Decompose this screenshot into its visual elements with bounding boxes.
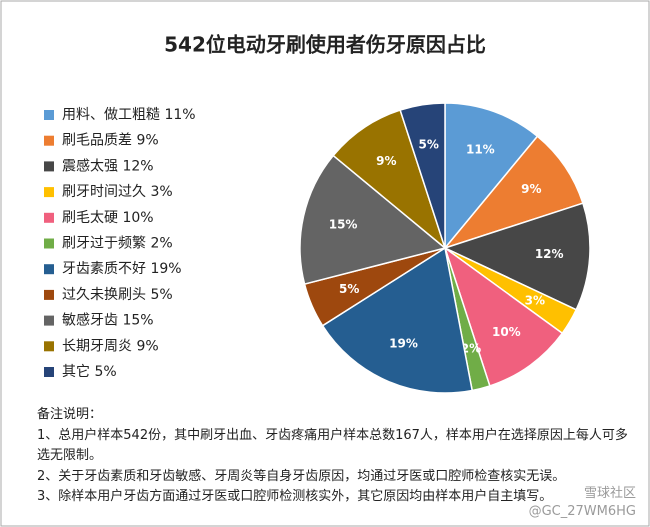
slice-label: 19%	[389, 336, 418, 350]
slice-label: 12%	[535, 247, 564, 261]
legend-swatch	[44, 367, 54, 377]
legend-swatch	[44, 187, 54, 198]
legend-swatch	[44, 315, 54, 326]
watermark-text: 雪球社区	[583, 486, 636, 501]
notes-heading: 备注说明：	[37, 407, 103, 422]
legend-swatch	[44, 110, 54, 120]
pie-slice	[321, 246, 474, 394]
legend-label: 长期牙周炎 9%	[62, 338, 159, 354]
note-line: 1、总用户样本542份，其中刷牙出血、牙齿疼痛用户样本总数167人，样本用户在选…	[37, 427, 628, 464]
legend-value: 2%	[150, 236, 172, 252]
slice-label: 5%	[339, 282, 359, 296]
legend-label: 刷毛品质差 9%	[62, 133, 159, 149]
legend-label: 刷毛太硬 10%	[62, 210, 154, 226]
legend-category: 刷毛太硬	[62, 210, 118, 226]
legend-label: 过久未换刷头 5%	[62, 286, 173, 303]
legend-label: 用料、做工粗糙 11%	[62, 107, 196, 123]
legend-category: 过久未换刷头	[62, 286, 146, 303]
pie-slice	[442, 135, 584, 250]
legend-value: 9%	[136, 338, 158, 354]
legend-category: 其它	[62, 363, 90, 380]
slice-label: 11%	[466, 142, 495, 156]
slice-label: 5%	[418, 137, 438, 151]
pie-slice	[443, 246, 564, 387]
legend-value: 11%	[164, 107, 195, 123]
legend-value: 5%	[150, 287, 172, 303]
legend-value: 3%	[150, 184, 172, 200]
legend-value: 15%	[122, 313, 153, 329]
legend-category: 敏感牙齿	[62, 312, 118, 329]
legend-label: 震感太强 12%	[62, 157, 154, 174]
slice-label: 3%	[525, 294, 545, 308]
legend-value: 5%	[94, 364, 116, 380]
legend-swatch	[44, 161, 54, 172]
legend-swatch	[44, 289, 54, 300]
legend-category: 刷牙过于频繁	[62, 236, 146, 252]
legend-swatch	[44, 264, 54, 275]
legend-value: 12%	[122, 158, 153, 174]
note-line: 3、除样本用户牙齿方面通过牙医或口腔师检测核实外，其它原因均由样本用户自主填写。	[37, 489, 553, 504]
pie-slice	[442, 202, 591, 311]
slice-label: 15%	[329, 218, 358, 232]
slice-label: 9%	[521, 182, 541, 196]
watermark: 雪球社区 @GC_27WM6HG	[529, 485, 636, 521]
legend-value: 19%	[150, 261, 181, 277]
legend-category: 牙齿素质不好	[62, 261, 146, 277]
pie-slice	[399, 102, 446, 249]
legend-swatch	[44, 341, 54, 352]
legend-swatch	[44, 238, 54, 249]
legend-swatch	[44, 135, 54, 146]
legend-label: 其它 5%	[62, 363, 117, 380]
legend-label: 刷牙过于频繁 2%	[62, 236, 173, 252]
notes: 备注说明： 1、总用户样本542份，其中刷牙出血、牙齿疼痛用户样本总数167人，…	[37, 405, 629, 508]
pie-slice	[444, 102, 539, 251]
legend-label: 敏感牙齿 15%	[62, 312, 154, 329]
legend-category: 用料、做工粗糙	[62, 107, 160, 123]
note-line: 2、关于牙齿素质和牙齿敏感、牙周炎等自身牙齿原因，均通过牙医或口腔师检查核实无误…	[37, 468, 566, 484]
slice-label: 2%	[461, 342, 481, 356]
legend-swatch	[44, 212, 54, 223]
legend-label: 刷牙时间过久 3%	[62, 184, 173, 200]
legend-category: 震感太强	[62, 157, 118, 174]
legend-category: 刷毛品质差	[62, 133, 132, 149]
pie-slice	[332, 109, 447, 251]
legend-label: 牙齿素质不好 19%	[62, 261, 182, 277]
chart-title: 542位电动牙刷使用者伤牙原因占比	[164, 33, 486, 57]
slice-label: 10%	[492, 325, 521, 339]
legend-value: 10%	[122, 210, 153, 226]
watermark-text: @GC_27WM6HG	[528, 504, 636, 519]
legend-value: 9%	[136, 133, 158, 149]
pie-slice	[299, 154, 447, 285]
legend-category: 刷牙时间过久	[62, 184, 146, 200]
slice-label: 9%	[376, 154, 396, 168]
legend-category: 长期牙周炎	[62, 338, 132, 354]
